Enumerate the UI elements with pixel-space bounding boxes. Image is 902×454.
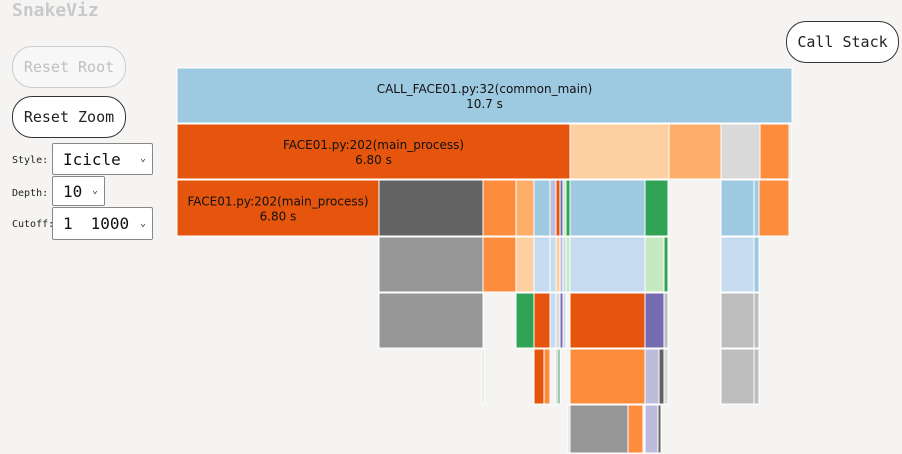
icicle-block[interactable] (720, 179, 755, 237)
icicle-block[interactable] (562, 292, 567, 349)
icicle-block[interactable] (565, 236, 571, 293)
icicle-block-time: 10.7 s (466, 97, 503, 111)
icicle-block[interactable] (663, 236, 669, 293)
icicle-block[interactable] (549, 236, 557, 293)
icicle-block[interactable] (753, 348, 760, 405)
icicle-block[interactable] (482, 236, 517, 293)
icicle-block[interactable] (644, 236, 665, 293)
icicle-block[interactable] (378, 236, 484, 293)
icicle-block[interactable] (663, 292, 669, 349)
cutoff-select-value-a: 1 (63, 214, 73, 233)
icicle-block-name: FACE01.py:202(main_process) (283, 138, 464, 152)
icicle-block-name: CALL_FACE01.py:32(common_main) (377, 82, 593, 96)
icicle-block[interactable] (663, 348, 669, 405)
icicle-block[interactable] (668, 123, 722, 180)
icicle-block[interactable] (788, 123, 792, 180)
chevron-down-icon: ⌄ (91, 184, 98, 196)
icicle-block[interactable] (644, 348, 660, 405)
icicle-block[interactable] (720, 348, 755, 405)
icicle-block[interactable] (753, 179, 760, 237)
icicle-block[interactable] (481, 348, 485, 405)
icicle-block[interactable] (515, 292, 535, 349)
app-logo: SnakeViz (12, 0, 99, 21)
icicle-block[interactable] (533, 236, 551, 293)
icicle-block[interactable] (533, 179, 551, 237)
icicle-block[interactable] (533, 348, 545, 405)
cutoff-select[interactable]: 1 1000 ⌄ (52, 207, 153, 240)
icicle-block[interactable] (753, 292, 760, 349)
reset-root-button[interactable]: Reset Root (12, 46, 126, 88)
icicle-block[interactable] (569, 348, 646, 405)
depth-select[interactable]: 10 ⌄ (52, 176, 105, 206)
icicle-block[interactable] (555, 292, 561, 349)
icicle-block[interactable] (644, 292, 665, 349)
icicle-block[interactable] (549, 179, 557, 237)
icicle-block[interactable] (549, 292, 557, 349)
chevron-down-icon: ⌄ (139, 152, 146, 164)
icicle-block[interactable] (569, 123, 670, 180)
icicle-block[interactable] (720, 236, 755, 293)
icicle-block[interactable] (176, 67, 793, 124)
icicle-block[interactable] (644, 404, 659, 454)
icicle-block[interactable] (515, 179, 535, 237)
call-stack-button[interactable]: Call Stack (786, 21, 899, 63)
icicle-block[interactable] (644, 179, 669, 237)
reset-zoom-button[interactable]: Reset Zoom (12, 96, 126, 138)
icicle-block[interactable] (627, 404, 644, 454)
icicle-block[interactable] (720, 292, 755, 349)
icicle-block[interactable] (569, 292, 646, 349)
icicle-block[interactable] (533, 292, 551, 349)
icicle-block[interactable] (378, 179, 484, 237)
depth-label: Depth: (12, 188, 49, 199)
style-label: Style: (12, 155, 49, 166)
icicle-block[interactable] (555, 236, 561, 293)
style-select[interactable]: Icicle ⌄ (52, 143, 153, 175)
icicle-block[interactable] (569, 404, 629, 454)
depth-select-value: 10 (63, 181, 83, 201)
icicle-block[interactable] (555, 179, 561, 237)
icicle-block[interactable] (569, 236, 646, 293)
icicle-block[interactable] (565, 179, 571, 237)
icicle-block[interactable] (720, 123, 761, 180)
icicle-block[interactable] (758, 179, 790, 237)
icicle-block-time: 6.80 s (260, 210, 297, 224)
style-select-value: Icicle (63, 149, 121, 169)
chevron-down-icon: ⌄ (139, 217, 146, 229)
icicle-block[interactable] (378, 292, 484, 349)
icicle-block[interactable] (557, 348, 561, 405)
icicle-block[interactable] (658, 348, 665, 405)
icicle-block[interactable] (753, 236, 760, 293)
icicle-block[interactable] (759, 123, 790, 180)
icicle-block-name: FACE01.py:202(main_process) (187, 195, 368, 209)
cutoff-select-value-b: 1000 (90, 214, 130, 233)
cutoff-label: Cutoff: (12, 219, 55, 230)
icicle-block[interactable] (482, 179, 517, 237)
icicle-block-time: 6.80 s (355, 153, 392, 167)
icicle-block[interactable] (515, 236, 535, 293)
icicle-block[interactable] (657, 404, 662, 454)
icicle-block[interactable] (543, 348, 551, 405)
icicle-block[interactable] (569, 179, 646, 237)
